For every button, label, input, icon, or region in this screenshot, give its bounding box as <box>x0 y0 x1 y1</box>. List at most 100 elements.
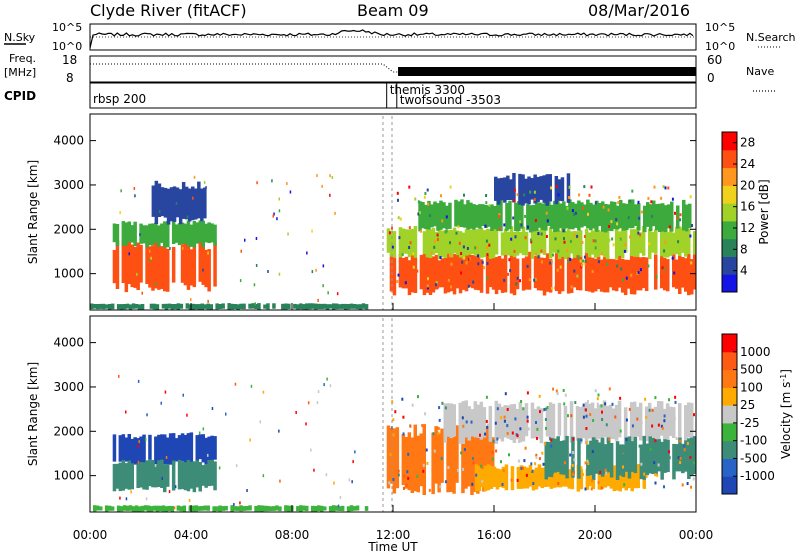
scatter-speck <box>461 416 464 420</box>
scatter-cell <box>340 505 345 512</box>
scatter-speck <box>348 478 351 482</box>
scatter-speck <box>225 412 227 416</box>
y-tick-label: 1000 <box>53 267 84 281</box>
colorbar-segment <box>722 149 737 169</box>
scatter-speck <box>449 241 451 245</box>
scatter-speck <box>617 201 620 204</box>
scatter-cell <box>521 174 525 206</box>
scatter-cell <box>607 204 611 231</box>
scatter-speck <box>633 406 635 410</box>
scatter-cell <box>386 228 391 253</box>
scatter-speck <box>435 283 437 287</box>
scatter-speck <box>148 249 151 253</box>
colorbar-segment <box>722 387 737 406</box>
scatter-speck <box>521 466 524 470</box>
scatter-speck <box>249 438 251 442</box>
scatter-speck <box>648 408 651 412</box>
scatter-speck <box>496 407 499 411</box>
scatter-speck <box>460 271 462 275</box>
scatter-speck <box>582 473 584 476</box>
scatter-cell <box>325 304 330 310</box>
scatter-speck <box>422 463 425 467</box>
scatter-cell <box>160 434 164 465</box>
scatter-speck <box>563 237 565 240</box>
scatter-speck <box>198 431 201 435</box>
scatter-cell <box>659 401 664 436</box>
scatter-cell <box>545 407 550 437</box>
scatter-speck <box>591 270 594 274</box>
scatter-speck <box>594 389 597 393</box>
scatter-cell <box>563 405 568 443</box>
scatter-cell <box>585 468 590 490</box>
scatter-cell <box>506 175 510 200</box>
scatter-cell <box>503 228 508 255</box>
scatter-cell <box>133 247 137 288</box>
scatter-cell <box>203 187 207 219</box>
scatter-speck <box>202 268 204 272</box>
scatter-cell <box>687 438 691 479</box>
scatter-cell <box>180 244 185 283</box>
scatter-speck <box>259 420 261 424</box>
scatter-cell <box>508 200 512 230</box>
scatter-speck <box>278 272 281 276</box>
scatter-cell <box>118 462 123 492</box>
scatter-speck <box>203 180 206 184</box>
scatter-cell <box>188 304 193 310</box>
colorbar-tick-label: -1000 <box>740 469 775 483</box>
scatter-cell <box>512 173 516 203</box>
scatter-cell <box>116 304 121 310</box>
scatter-speck <box>388 481 391 485</box>
scatter-speck <box>279 479 281 483</box>
scatter-speck <box>631 189 634 193</box>
scatter-cell <box>428 254 433 295</box>
scatter-speck <box>503 223 506 227</box>
scatter-cell <box>192 245 197 288</box>
scatter-cell <box>491 257 496 290</box>
scatter-cell <box>434 254 439 290</box>
scatter-speck <box>128 252 130 256</box>
scatter-cell <box>171 460 176 491</box>
scatter-cell <box>269 506 273 511</box>
scatter-speck <box>186 215 189 219</box>
scatter-speck <box>449 185 452 189</box>
freq-panel: Freq. [MHz] 18 8 60 0 Nave <box>4 52 775 92</box>
scatter-cell <box>139 462 143 488</box>
scatter-speck <box>392 433 395 437</box>
scatter-cell <box>90 303 94 310</box>
scatter-cell <box>168 433 173 465</box>
scatter-cell <box>559 203 563 229</box>
scatter-cell <box>494 176 498 201</box>
scatter-cell <box>177 435 182 462</box>
scatter-speck <box>426 461 429 465</box>
scatter-speck <box>485 239 488 243</box>
scatter-cell <box>470 436 474 495</box>
scatter-speck <box>654 481 657 485</box>
scatter-speck <box>481 479 484 483</box>
scatter-speck <box>527 427 530 431</box>
scatter-cell <box>602 257 607 293</box>
scatter-speck <box>207 299 209 303</box>
scatter-speck <box>679 461 682 464</box>
y-tick-label: 4000 <box>53 134 84 148</box>
scatter-speck <box>552 387 555 391</box>
scatter-cell <box>110 303 115 310</box>
scatter-cell <box>122 304 127 310</box>
scatter-cell <box>349 505 354 512</box>
scatter-speck <box>463 256 466 260</box>
scatter-speck <box>311 229 313 233</box>
scatter-cell <box>189 432 194 464</box>
scatter-cell <box>210 435 214 462</box>
scatter-cell <box>556 436 560 472</box>
scatter-speck <box>654 396 657 400</box>
scatter-speck <box>608 387 611 391</box>
scatter-cell <box>452 436 456 494</box>
scatter-speck <box>164 390 167 394</box>
scatter-speck <box>144 437 147 441</box>
scatter-speck <box>606 263 609 266</box>
scatter-cell <box>323 506 327 511</box>
scatter-speck <box>538 457 541 461</box>
scatter-cell <box>425 254 430 293</box>
scatter-cell <box>609 443 614 478</box>
scatter-cell <box>395 427 400 489</box>
scatter-speck <box>611 402 614 406</box>
